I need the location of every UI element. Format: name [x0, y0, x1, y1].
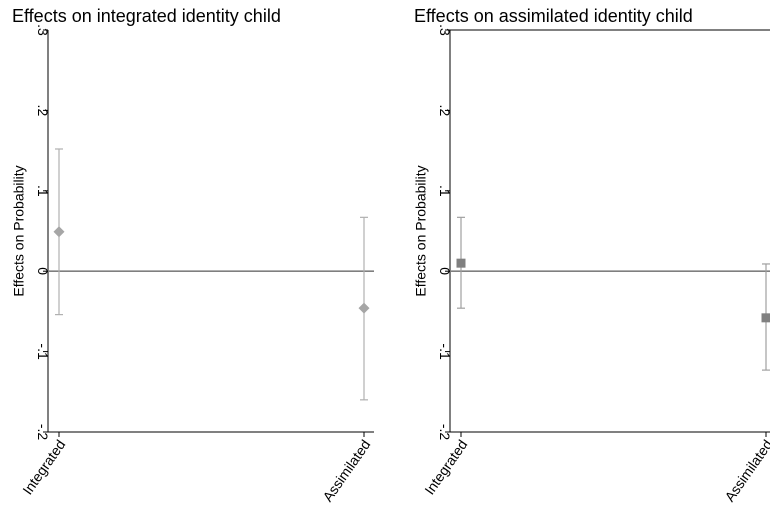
point-estimate-marker [457, 259, 466, 268]
y-tick-label: .2 [35, 105, 51, 117]
point-estimate-marker [54, 226, 65, 237]
x-tick-label: Assimilated [721, 437, 770, 504]
y-tick-label: .3 [35, 24, 51, 36]
chart-title: Effects on assimilated identity child [414, 6, 693, 26]
y-tick-label: -.2 [437, 424, 453, 441]
x-tick-label: Assimilated [319, 437, 373, 504]
y-axis-label: Effects on Probability [11, 165, 27, 296]
chart-title: Effects on integrated identity child [12, 6, 281, 26]
y-tick-label: .3 [437, 24, 453, 36]
point-estimate-marker [762, 313, 770, 322]
y-tick-label: .1 [35, 185, 51, 197]
point-estimate-marker [359, 303, 370, 314]
x-tick-label: Integrated [421, 437, 470, 498]
y-tick-label: -.1 [35, 343, 51, 360]
x-tick-label: Integrated [19, 437, 68, 498]
y-tick-label: -.2 [35, 424, 51, 441]
y-tick-label: .1 [437, 185, 453, 197]
y-axis-label: Effects on Probability [413, 165, 429, 296]
y-tick-label: -.1 [437, 343, 453, 360]
chart-panel-2: Effects on assimilated identity child -.2… [413, 6, 770, 504]
y-tick-label: .2 [437, 105, 453, 117]
chart-panel-1: Effects on integrated identity child -.2 -… [11, 6, 374, 504]
